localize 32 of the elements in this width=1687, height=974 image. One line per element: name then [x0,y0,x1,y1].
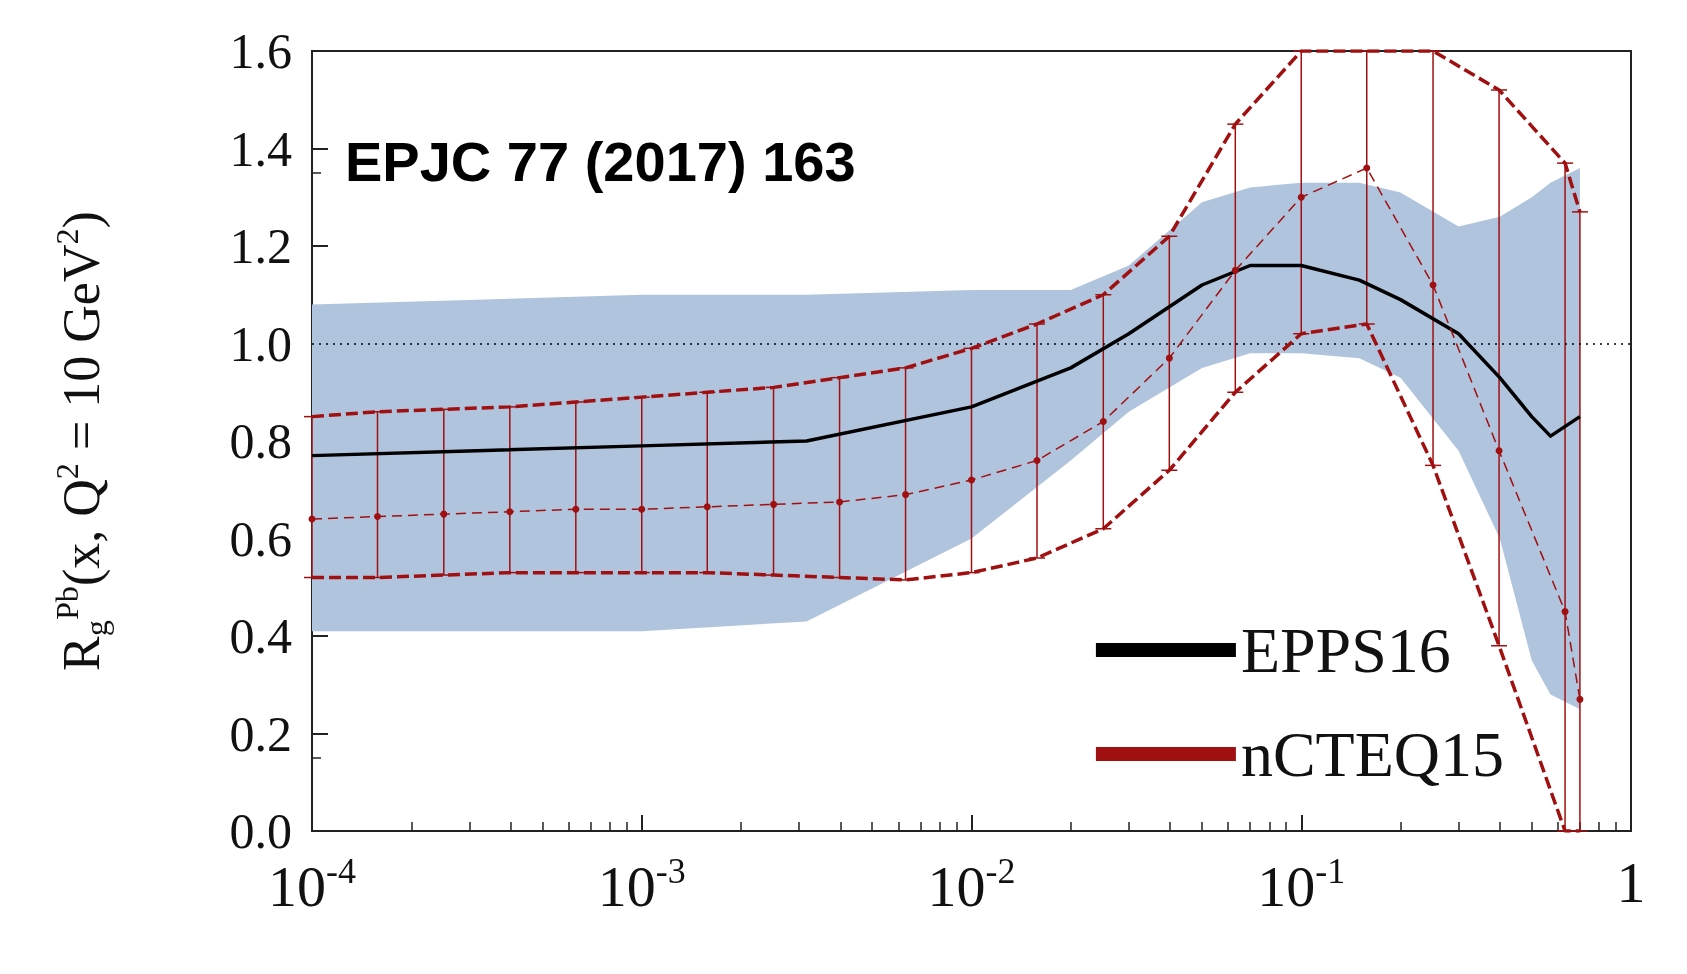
y-tick-label: 0.4 [229,608,292,664]
point [902,491,910,499]
point [770,500,778,508]
y-axis-title: RgPb(x, Q2 = 10 GeV2) [49,211,114,671]
y-tick-label: 0.8 [229,413,292,469]
point [374,513,382,521]
point [440,510,448,518]
y-tick-label: 1.0 [229,315,292,372]
point [1231,266,1239,274]
point [1561,608,1569,616]
x-tick-label: 1 [1616,849,1646,915]
point [1495,447,1503,455]
legend-label: nCTEQ15 [1240,718,1504,790]
point [1033,457,1041,464]
point [703,503,711,511]
y-tick-label: 0.2 [229,705,292,762]
y-tick-label: 0.6 [229,510,292,567]
point [1165,354,1173,362]
point [1099,418,1107,425]
y-tick-label: 1.2 [229,218,292,274]
point [572,505,580,513]
point [1363,164,1371,172]
legend-label: EPPS16 [1240,614,1451,686]
y-tick-label: 1.6 [229,23,292,79]
point [836,498,844,506]
point [968,476,975,484]
y-tick-label: 0.0 [229,803,292,859]
annotation: EPJC 77 (2017) 163 [345,129,856,193]
point [1297,193,1305,201]
point [506,508,514,516]
y-tick-label: 1.4 [229,120,292,177]
point [638,505,646,513]
